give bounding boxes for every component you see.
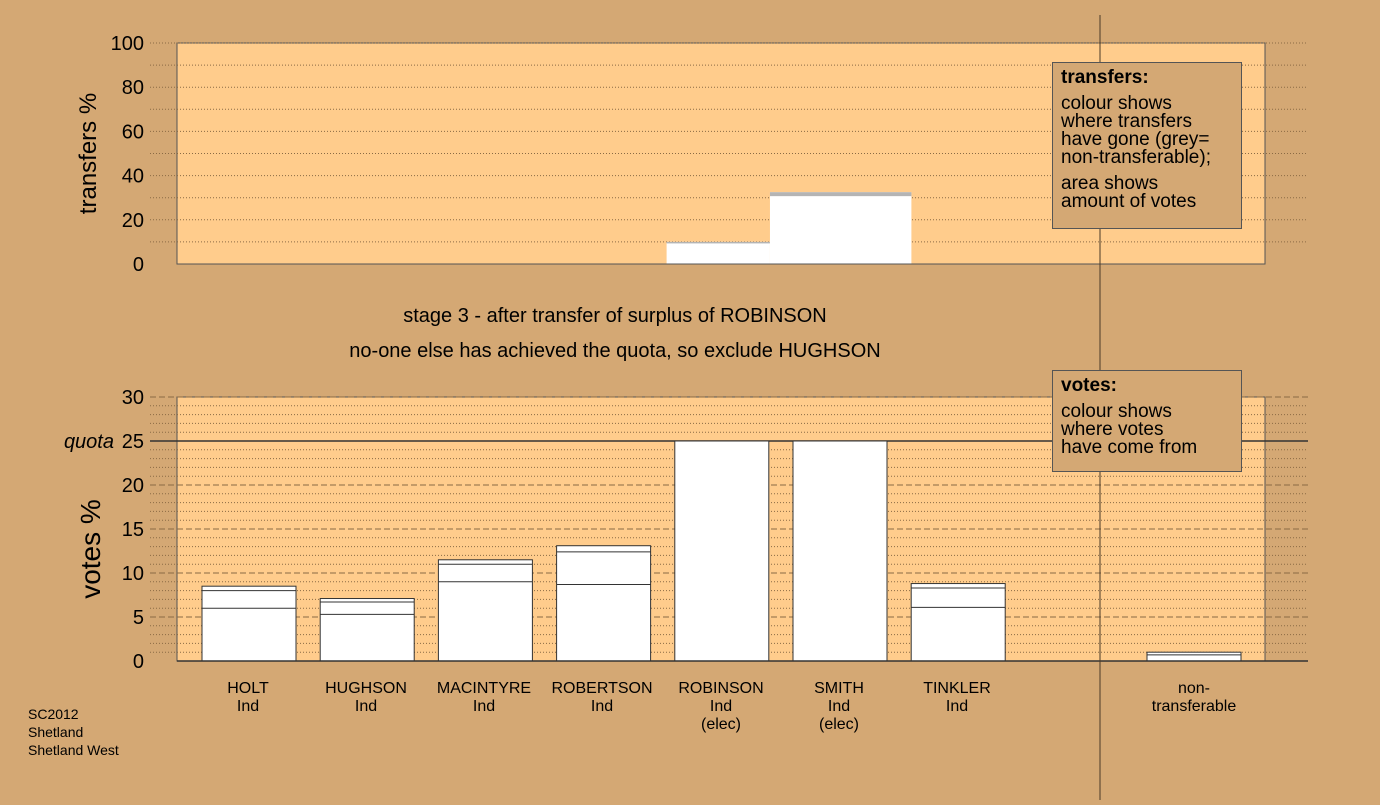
- vote-bar: [201, 585, 297, 662]
- legend-transfers-title: transfers:: [1061, 67, 1149, 88]
- votes-tick-label: 20: [122, 475, 144, 497]
- votes-axis-label: votes %: [75, 499, 106, 599]
- stage-title-line1: stage 3 - after transfer of surplus of R…: [403, 305, 827, 327]
- transfers-tick-label: 100: [111, 33, 144, 55]
- candidate-name: SMITH: [814, 680, 864, 697]
- votes-tick-label: 10: [122, 563, 144, 585]
- transfers-tick-label: 0: [133, 254, 144, 276]
- candidate-name: MACINTYRE: [436, 680, 532, 697]
- legend-transfers-line: non-transferable);: [1061, 147, 1211, 168]
- non-transferable-bar: [1146, 651, 1242, 662]
- stage-title-line2: no-one else has achieved the quota, so e…: [349, 340, 881, 362]
- legend-votes-line: colour shows: [1061, 401, 1172, 422]
- legend-transfers-line: where transfers: [1061, 111, 1192, 132]
- legend-transfers-line: area shows: [1061, 173, 1159, 194]
- vote-bar: [437, 559, 533, 662]
- candidate-label-robinson: ROBINSON Ind (elec): [661, 680, 781, 734]
- candidate-note: (elec): [700, 716, 741, 733]
- candidate-name: HUGHSON: [325, 680, 407, 697]
- candidate-label-holt: HOLT Ind: [188, 680, 308, 716]
- legend-transfers-line: colour shows: [1061, 93, 1172, 114]
- votes-tick-label: 15: [122, 519, 144, 541]
- candidate-party: Ind: [590, 698, 614, 715]
- candidate-label-robertson: ROBERTSON Ind: [542, 680, 662, 716]
- candidate-party: Ind: [354, 698, 378, 715]
- votes-tick-label: 30: [122, 387, 144, 409]
- footer-ward: Shetland West: [28, 742, 119, 758]
- candidate-label-smith: SMITH Ind (elec): [779, 680, 899, 734]
- legend-votes-line: where votes: [1061, 419, 1164, 440]
- transfers-tick-label: 80: [122, 77, 144, 99]
- transfers-tick-label: 40: [122, 166, 144, 188]
- candidate-party: Ind: [709, 698, 733, 715]
- vote-bar: [319, 598, 415, 662]
- vote-bar: [556, 545, 652, 662]
- legend-votes-line: have come from: [1061, 437, 1198, 458]
- transfer-block-non-transferable: [769, 192, 912, 197]
- legend-votes-title: votes:: [1061, 375, 1117, 396]
- legend-votes: votes: colour shows where votes have com…: [1052, 370, 1242, 472]
- transfer-block: [666, 241, 770, 264]
- candidate-party: Ind: [945, 698, 969, 715]
- footer-election: SC2012: [28, 706, 79, 722]
- candidate-party: Ind: [472, 698, 496, 715]
- candidate-label-tinkler: TINKLER Ind: [897, 680, 1017, 716]
- transfers-tick-label: 20: [122, 210, 144, 232]
- votes-tick-label: 0: [133, 651, 144, 673]
- candidate-label-hughson: HUGHSON Ind: [306, 680, 426, 716]
- vote-bar: [674, 440, 770, 662]
- votes-tick-label: 5: [133, 607, 144, 629]
- legend-transfers-line: have gone (grey=: [1061, 129, 1210, 150]
- candidate-name: ROBERTSON: [551, 680, 653, 697]
- legend-transfers: transfers: colour shows where transfers …: [1052, 62, 1242, 229]
- vote-bar: [792, 440, 888, 662]
- transfers-tick-label: 60: [122, 121, 144, 143]
- candidate-name: ROBINSON: [678, 680, 764, 697]
- transfer-block-non-transferable: [666, 241, 770, 244]
- transfer-block: [769, 192, 912, 264]
- non-transferable-name2: transferable: [1151, 698, 1237, 715]
- candidate-party: Ind: [827, 698, 851, 715]
- quota-label: quota: [64, 431, 114, 453]
- vote-bar: [910, 583, 1006, 662]
- legend-transfers-line: amount of votes: [1061, 191, 1197, 212]
- footer-council: Shetland: [28, 724, 84, 740]
- candidate-name: HOLT: [227, 680, 269, 697]
- candidate-label-macintyre: MACINTYRE Ind: [424, 680, 544, 716]
- non-transferable-label: non- transferable: [1134, 680, 1254, 716]
- candidate-name: TINKLER: [923, 680, 991, 697]
- transfers-axis-label: transfers %: [75, 93, 102, 214]
- footer-election-info: SC2012 Shetland Shetland West: [28, 705, 119, 759]
- candidate-party: Ind: [236, 698, 260, 715]
- candidate-note: (elec): [818, 716, 859, 733]
- non-transferable-name: non-: [1177, 680, 1211, 697]
- votes-tick-label: 25: [122, 431, 144, 453]
